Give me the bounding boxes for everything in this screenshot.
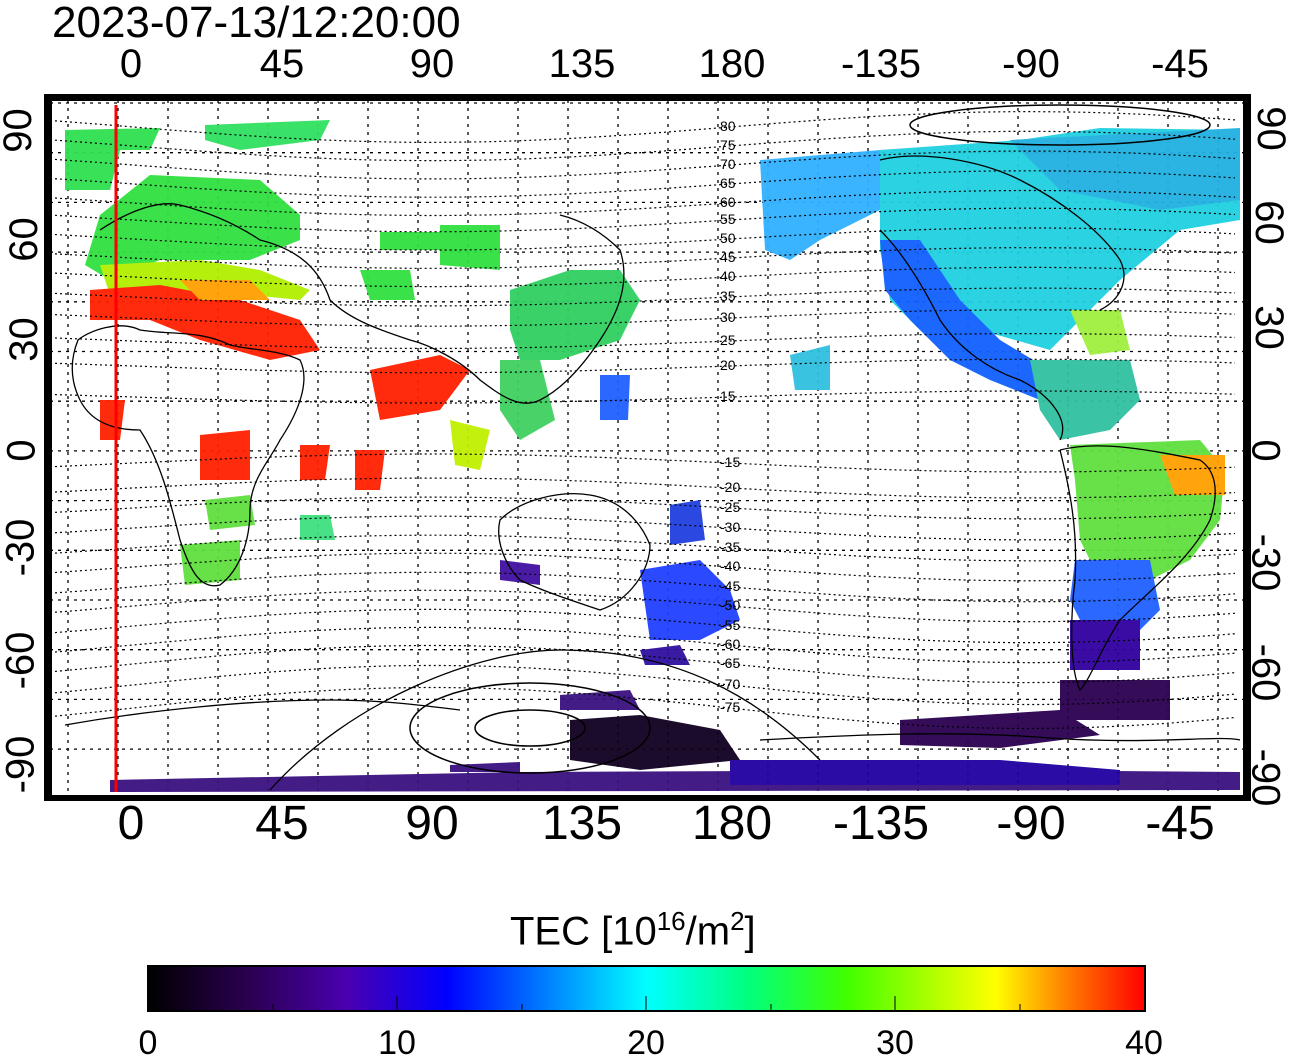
contour-label: -45	[720, 578, 740, 594]
x-tick-top: -90	[1002, 42, 1060, 86]
y-tick-left: 90	[0, 108, 40, 153]
y-tick-left: -30	[0, 518, 43, 577]
y-tick-left: 30	[1, 317, 46, 362]
colorbar-title-end: ]	[744, 909, 756, 954]
contour-label: -55	[720, 617, 740, 633]
x-tick-top: -45	[1151, 42, 1209, 86]
colorbar-title-unit: /m	[685, 909, 731, 954]
contour-label: -65	[720, 655, 740, 671]
north-magnetic-pole-contour	[909, 104, 1211, 146]
x-tick-bottom: -135	[832, 797, 930, 850]
x-tick-bottom: 180	[691, 797, 773, 850]
contour-label: 75	[720, 137, 736, 153]
x-tick-bottom: -45	[1145, 797, 1215, 850]
y-tick-right: -30	[1243, 533, 1288, 592]
colorbar-tick-label: 40	[1125, 1024, 1163, 1062]
right-frame-bar	[1243, 96, 1251, 800]
contour-label: -30	[720, 519, 740, 535]
contour-label: 40	[720, 268, 736, 284]
contour-label: 35	[720, 288, 736, 304]
south-contour-arc	[269, 649, 821, 791]
y-tick-right: 60	[1246, 200, 1291, 245]
y-tick-left: 0	[0, 439, 44, 462]
x-tick-top: 45	[259, 42, 305, 86]
contour-label: -20	[720, 479, 740, 495]
contour-label: 70	[720, 156, 736, 172]
contour-label: -75	[720, 699, 740, 715]
south-magnetic-pole-inner-contour	[474, 709, 586, 747]
x-tick-bottom: -90	[996, 797, 1066, 850]
magnetic-latitude-contour	[50, 664, 1236, 706]
contour-label: 30	[720, 309, 736, 325]
colorbar-tick-label: 30	[876, 1024, 914, 1062]
x-tick-bottom: 0	[117, 797, 145, 850]
x-tick-bottom: 90	[405, 797, 459, 850]
y-tick-left: -60	[0, 631, 43, 690]
coastlines	[64, 155, 1241, 742]
colorbar-tick-label: 10	[378, 1024, 416, 1062]
x-tick-top: 180	[698, 42, 766, 86]
x-tick-top: -135	[840, 42, 922, 86]
map-timestamp-title: 2023-07-13/12:20:00	[52, 0, 461, 47]
colorbar-tick-label: 0	[138, 1024, 158, 1062]
contour-label: -70	[720, 676, 740, 692]
colorbar-ticks	[272, 996, 1021, 1011]
contour-label: 50	[720, 230, 736, 246]
y-tick-left: 60	[1, 217, 46, 262]
contour-label: -60	[720, 636, 740, 652]
contour-label: -15	[720, 454, 740, 470]
magnetic-latitude-contours	[50, 110, 1236, 730]
colorbar-tick-label: 20	[627, 1024, 665, 1062]
colorbar-title-exponent: 16	[656, 906, 686, 936]
contour-label: 15	[720, 388, 736, 404]
x-tick-top: 135	[548, 42, 616, 86]
y-tick-right: 30	[1246, 305, 1291, 350]
x-tick-top: 0	[119, 42, 143, 86]
magnetic-latitude-contour	[50, 686, 1236, 730]
y-tick-left: -90	[0, 735, 43, 794]
y-tick-right: -90	[1243, 748, 1288, 807]
x-tick-top: 90	[409, 42, 455, 86]
tec-data	[65, 120, 1240, 792]
magnetic-latitude-contour	[50, 644, 1236, 684]
contour-label: -35	[720, 539, 740, 555]
colorbar-title: TEC [1016/m2]	[510, 906, 756, 954]
contour-label: 25	[720, 332, 736, 348]
contour-label: 80	[720, 118, 736, 134]
y-tick-right: 90	[1248, 106, 1293, 151]
contour-label: 65	[720, 175, 736, 191]
contour-label: 60	[720, 194, 736, 210]
left-frame-bar	[44, 96, 52, 800]
contour-label: -25	[720, 499, 740, 515]
y-tick-right: -60	[1243, 643, 1288, 702]
top-frame-bar	[44, 94, 1251, 100]
y-tick-right: 0	[1243, 439, 1288, 462]
x-tick-bottom: 135	[541, 797, 623, 850]
contour-label: 20	[720, 357, 736, 373]
colorbar-title-main: TEC [10	[510, 909, 657, 954]
colorbar-title-unit-exponent: 2	[730, 906, 745, 936]
south-magnetic-pole-contour	[409, 682, 651, 774]
bottom-frame-bar	[44, 796, 1251, 801]
x-tick-bottom: 45	[255, 797, 309, 850]
contour-label: -50	[720, 597, 740, 613]
contour-label: 45	[720, 249, 736, 265]
contour-label: 55	[720, 211, 736, 227]
contour-label: -40	[720, 558, 740, 574]
